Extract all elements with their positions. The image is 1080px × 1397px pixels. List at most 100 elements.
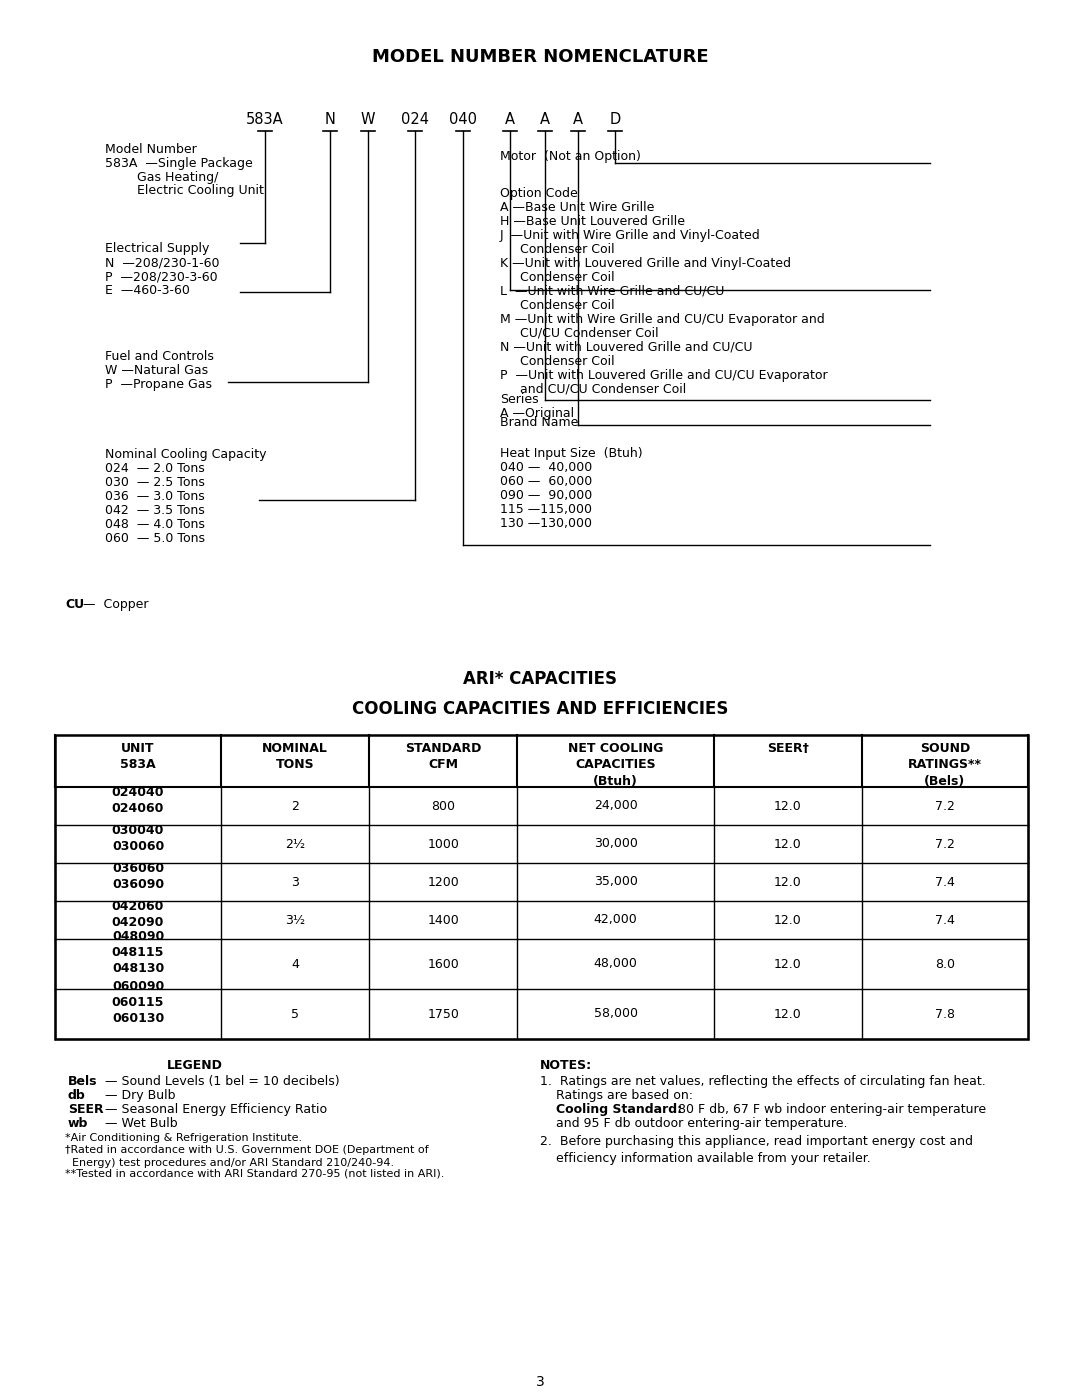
Text: Option Code: Option Code — [500, 187, 578, 200]
Text: 7.2: 7.2 — [935, 837, 955, 851]
Text: Motor  (Not an Option): Motor (Not an Option) — [500, 149, 640, 163]
Text: CU: CU — [65, 598, 84, 610]
Text: Nominal Cooling Capacity: Nominal Cooling Capacity — [105, 448, 267, 461]
Text: A: A — [505, 112, 515, 127]
Text: Bels: Bels — [68, 1076, 97, 1088]
Text: Cooling Standard:: Cooling Standard: — [556, 1104, 683, 1116]
Text: NET COOLING
CAPACITIES
(Btuh): NET COOLING CAPACITIES (Btuh) — [568, 742, 663, 788]
Text: E  —460-3-60: E —460-3-60 — [105, 284, 190, 298]
Text: 2½: 2½ — [285, 837, 306, 851]
Text: 1.  Ratings are net values, reflecting the effects of circulating fan heat.: 1. Ratings are net values, reflecting th… — [540, 1076, 986, 1088]
Text: 036060
036090: 036060 036090 — [112, 862, 164, 890]
Text: 8.0: 8.0 — [935, 957, 955, 971]
Text: 583A: 583A — [246, 112, 284, 127]
Text: Condenser Coil: Condenser Coil — [519, 355, 615, 367]
Text: 24,000: 24,000 — [594, 799, 637, 813]
Text: N: N — [325, 112, 336, 127]
Text: Condenser Coil: Condenser Coil — [519, 271, 615, 284]
Text: — Wet Bulb: — Wet Bulb — [105, 1118, 177, 1130]
Text: 024  — 2.0 Tons: 024 — 2.0 Tons — [105, 462, 205, 475]
Text: A —Original: A —Original — [500, 407, 575, 420]
Bar — [55, 735, 1028, 1039]
Text: 030  — 2.5 Tons: 030 — 2.5 Tons — [105, 476, 205, 489]
Text: 12.0: 12.0 — [774, 914, 801, 926]
Text: 024040
024060: 024040 024060 — [112, 785, 164, 814]
Text: LEGEND: LEGEND — [167, 1059, 222, 1071]
Text: 130 —130,000: 130 —130,000 — [500, 517, 592, 529]
Text: 048  — 4.0 Tons: 048 — 4.0 Tons — [105, 518, 205, 531]
Text: A: A — [573, 112, 583, 127]
Text: H —Base Unit Louvered Grille: H —Base Unit Louvered Grille — [500, 215, 685, 228]
Text: A —Base Unit Wire Grille: A —Base Unit Wire Grille — [500, 201, 654, 214]
Text: 12.0: 12.0 — [774, 876, 801, 888]
Text: 3: 3 — [536, 1375, 544, 1389]
Text: COOLING CAPACITIES AND EFFICIENCIES: COOLING CAPACITIES AND EFFICIENCIES — [352, 700, 728, 718]
Text: 7.8: 7.8 — [935, 1007, 955, 1020]
Text: NOMINAL
TONS: NOMINAL TONS — [262, 742, 328, 771]
Text: 024: 024 — [401, 112, 429, 127]
Text: 2: 2 — [292, 799, 299, 813]
Text: 060090
060115
060130: 060090 060115 060130 — [112, 979, 164, 1024]
Text: 042  — 3.5 Tons: 042 — 3.5 Tons — [105, 504, 205, 517]
Text: Model Number: Model Number — [105, 142, 197, 156]
Text: 1000: 1000 — [428, 837, 459, 851]
Text: and 95 F db outdoor entering-air temperature.: and 95 F db outdoor entering-air tempera… — [540, 1118, 848, 1130]
Text: 4: 4 — [292, 957, 299, 971]
Text: SOUND
RATINGS**
(Bels): SOUND RATINGS** (Bels) — [908, 742, 982, 788]
Text: 3½: 3½ — [285, 914, 306, 926]
Text: 80 F db, 67 F wb indoor entering-air temperature: 80 F db, 67 F wb indoor entering-air tem… — [674, 1104, 986, 1116]
Text: K —Unit with Louvered Grille and Vinyl-Coated: K —Unit with Louvered Grille and Vinyl-C… — [500, 257, 791, 270]
Text: SEER†: SEER† — [767, 742, 809, 754]
Text: — Sound Levels (1 bel = 10 decibels): — Sound Levels (1 bel = 10 decibels) — [105, 1076, 339, 1088]
Text: 12.0: 12.0 — [774, 837, 801, 851]
Text: Brand Name: Brand Name — [500, 416, 579, 429]
Text: 7.2: 7.2 — [935, 799, 955, 813]
Text: NOTES:: NOTES: — [540, 1059, 592, 1071]
Text: Condenser Coil: Condenser Coil — [519, 243, 615, 256]
Text: 12.0: 12.0 — [774, 799, 801, 813]
Text: P  —208/230-3-60: P —208/230-3-60 — [105, 270, 218, 284]
Text: 30,000: 30,000 — [594, 837, 637, 851]
Text: 58,000: 58,000 — [594, 1007, 637, 1020]
Text: †Rated in accordance with U.S. Government DOE (Department of
  Energy) test proc: †Rated in accordance with U.S. Governmen… — [65, 1146, 429, 1168]
Text: 800: 800 — [431, 799, 456, 813]
Text: J  —Unit with Wire Grille and Vinyl-Coated: J —Unit with Wire Grille and Vinyl-Coate… — [500, 229, 760, 242]
Text: N  —208/230-1-60: N —208/230-1-60 — [105, 256, 219, 270]
Bar — [55, 735, 1028, 787]
Text: CU/CU Condenser Coil: CU/CU Condenser Coil — [519, 327, 659, 339]
Text: UNIT
583A: UNIT 583A — [120, 742, 156, 771]
Text: Condenser Coil: Condenser Coil — [519, 299, 615, 312]
Text: 3: 3 — [292, 876, 299, 888]
Text: Heat Input Size  (Btuh): Heat Input Size (Btuh) — [500, 447, 643, 460]
Text: 042060
042090: 042060 042090 — [112, 900, 164, 929]
Text: 12.0: 12.0 — [774, 957, 801, 971]
Text: 1200: 1200 — [428, 876, 459, 888]
Text: 060  — 5.0 Tons: 060 — 5.0 Tons — [105, 532, 205, 545]
Text: — Dry Bulb: — Dry Bulb — [105, 1090, 175, 1102]
Text: 583A  —Single Package: 583A —Single Package — [105, 156, 253, 170]
Text: db: db — [68, 1090, 85, 1102]
Text: P  —Unit with Louvered Grille and CU/CU Evaporator: P —Unit with Louvered Grille and CU/CU E… — [500, 369, 827, 381]
Text: 040 —  40,000: 040 — 40,000 — [500, 461, 592, 474]
Text: M —Unit with Wire Grille and CU/CU Evaporator and: M —Unit with Wire Grille and CU/CU Evapo… — [500, 313, 825, 326]
Text: 12.0: 12.0 — [774, 1007, 801, 1020]
Text: 7.4: 7.4 — [935, 876, 955, 888]
Text: L  —Unit with Wire Grille and CU/CU: L —Unit with Wire Grille and CU/CU — [500, 285, 725, 298]
Text: W: W — [361, 112, 375, 127]
Text: 35,000: 35,000 — [594, 876, 637, 888]
Text: SEER: SEER — [68, 1104, 104, 1116]
Text: Ratings are based on:: Ratings are based on: — [540, 1090, 693, 1102]
Text: 036  — 3.0 Tons: 036 — 3.0 Tons — [105, 490, 205, 503]
Text: —  Copper: — Copper — [83, 598, 149, 610]
Text: *Air Conditioning & Refrigeration Institute.: *Air Conditioning & Refrigeration Instit… — [65, 1133, 302, 1143]
Text: and CU/CU Condenser Coil: and CU/CU Condenser Coil — [519, 383, 686, 395]
Text: Electric Cooling Unit: Electric Cooling Unit — [137, 184, 264, 197]
Text: Electrical Supply: Electrical Supply — [105, 242, 210, 256]
Text: **Tested in accordance with ARI Standard 270-95 (not listed in ARI).: **Tested in accordance with ARI Standard… — [65, 1169, 444, 1179]
Text: Gas Heating/: Gas Heating/ — [137, 170, 218, 184]
Text: 090 —  90,000: 090 — 90,000 — [500, 489, 592, 502]
Text: A: A — [540, 112, 550, 127]
Text: 1750: 1750 — [428, 1007, 459, 1020]
Text: D: D — [609, 112, 621, 127]
Text: 115 —115,000: 115 —115,000 — [500, 503, 592, 515]
